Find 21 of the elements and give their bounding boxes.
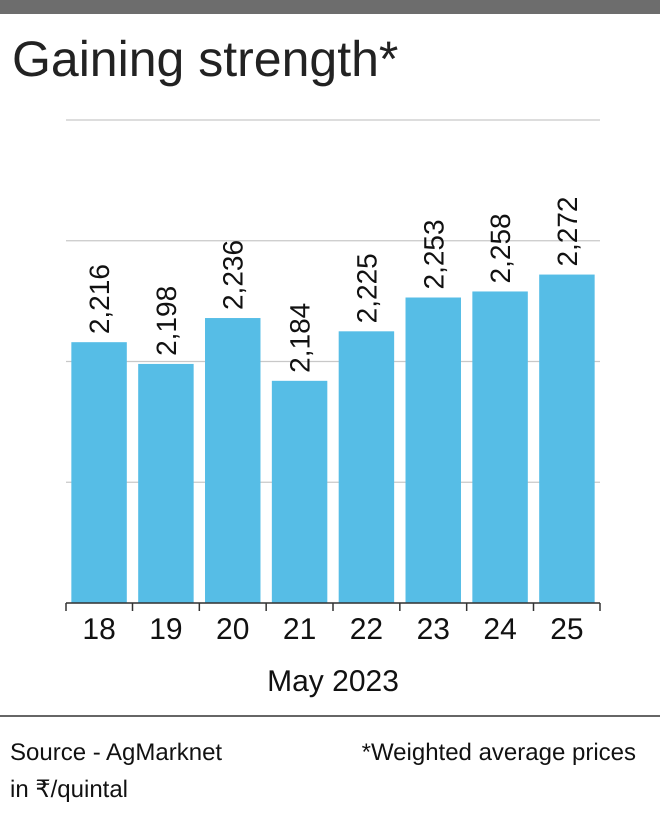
source-note: Source - AgMarknet	[10, 739, 222, 766]
text: *Weighted average prices	[362, 739, 636, 766]
x-tick-label: 21	[282, 613, 316, 646]
x-axis-title: May 2023	[267, 665, 399, 698]
data-label: 2,184	[284, 302, 316, 373]
x-tick-label: 23	[416, 613, 450, 646]
x-tick-label: 18	[82, 613, 116, 646]
data-label: 2,236	[218, 240, 249, 310]
text: in ₹/quintal	[10, 776, 128, 803]
x-tick-label: 19	[149, 613, 183, 646]
x-tick-label: 24	[483, 613, 517, 646]
data-label: 2,258	[485, 213, 516, 284]
chart-title: Gaining strength*	[12, 31, 398, 87]
x-tick-label: 25	[550, 613, 584, 646]
data-label: 2,253	[418, 219, 450, 290]
data-label: 2,198	[150, 286, 182, 356]
data-label: 2,216	[84, 264, 116, 334]
data-label: 2,225	[351, 253, 382, 324]
x-tick-label: 22	[350, 613, 384, 646]
data-label: 2,272	[552, 196, 583, 267]
x-tick-label: 20	[216, 613, 250, 646]
